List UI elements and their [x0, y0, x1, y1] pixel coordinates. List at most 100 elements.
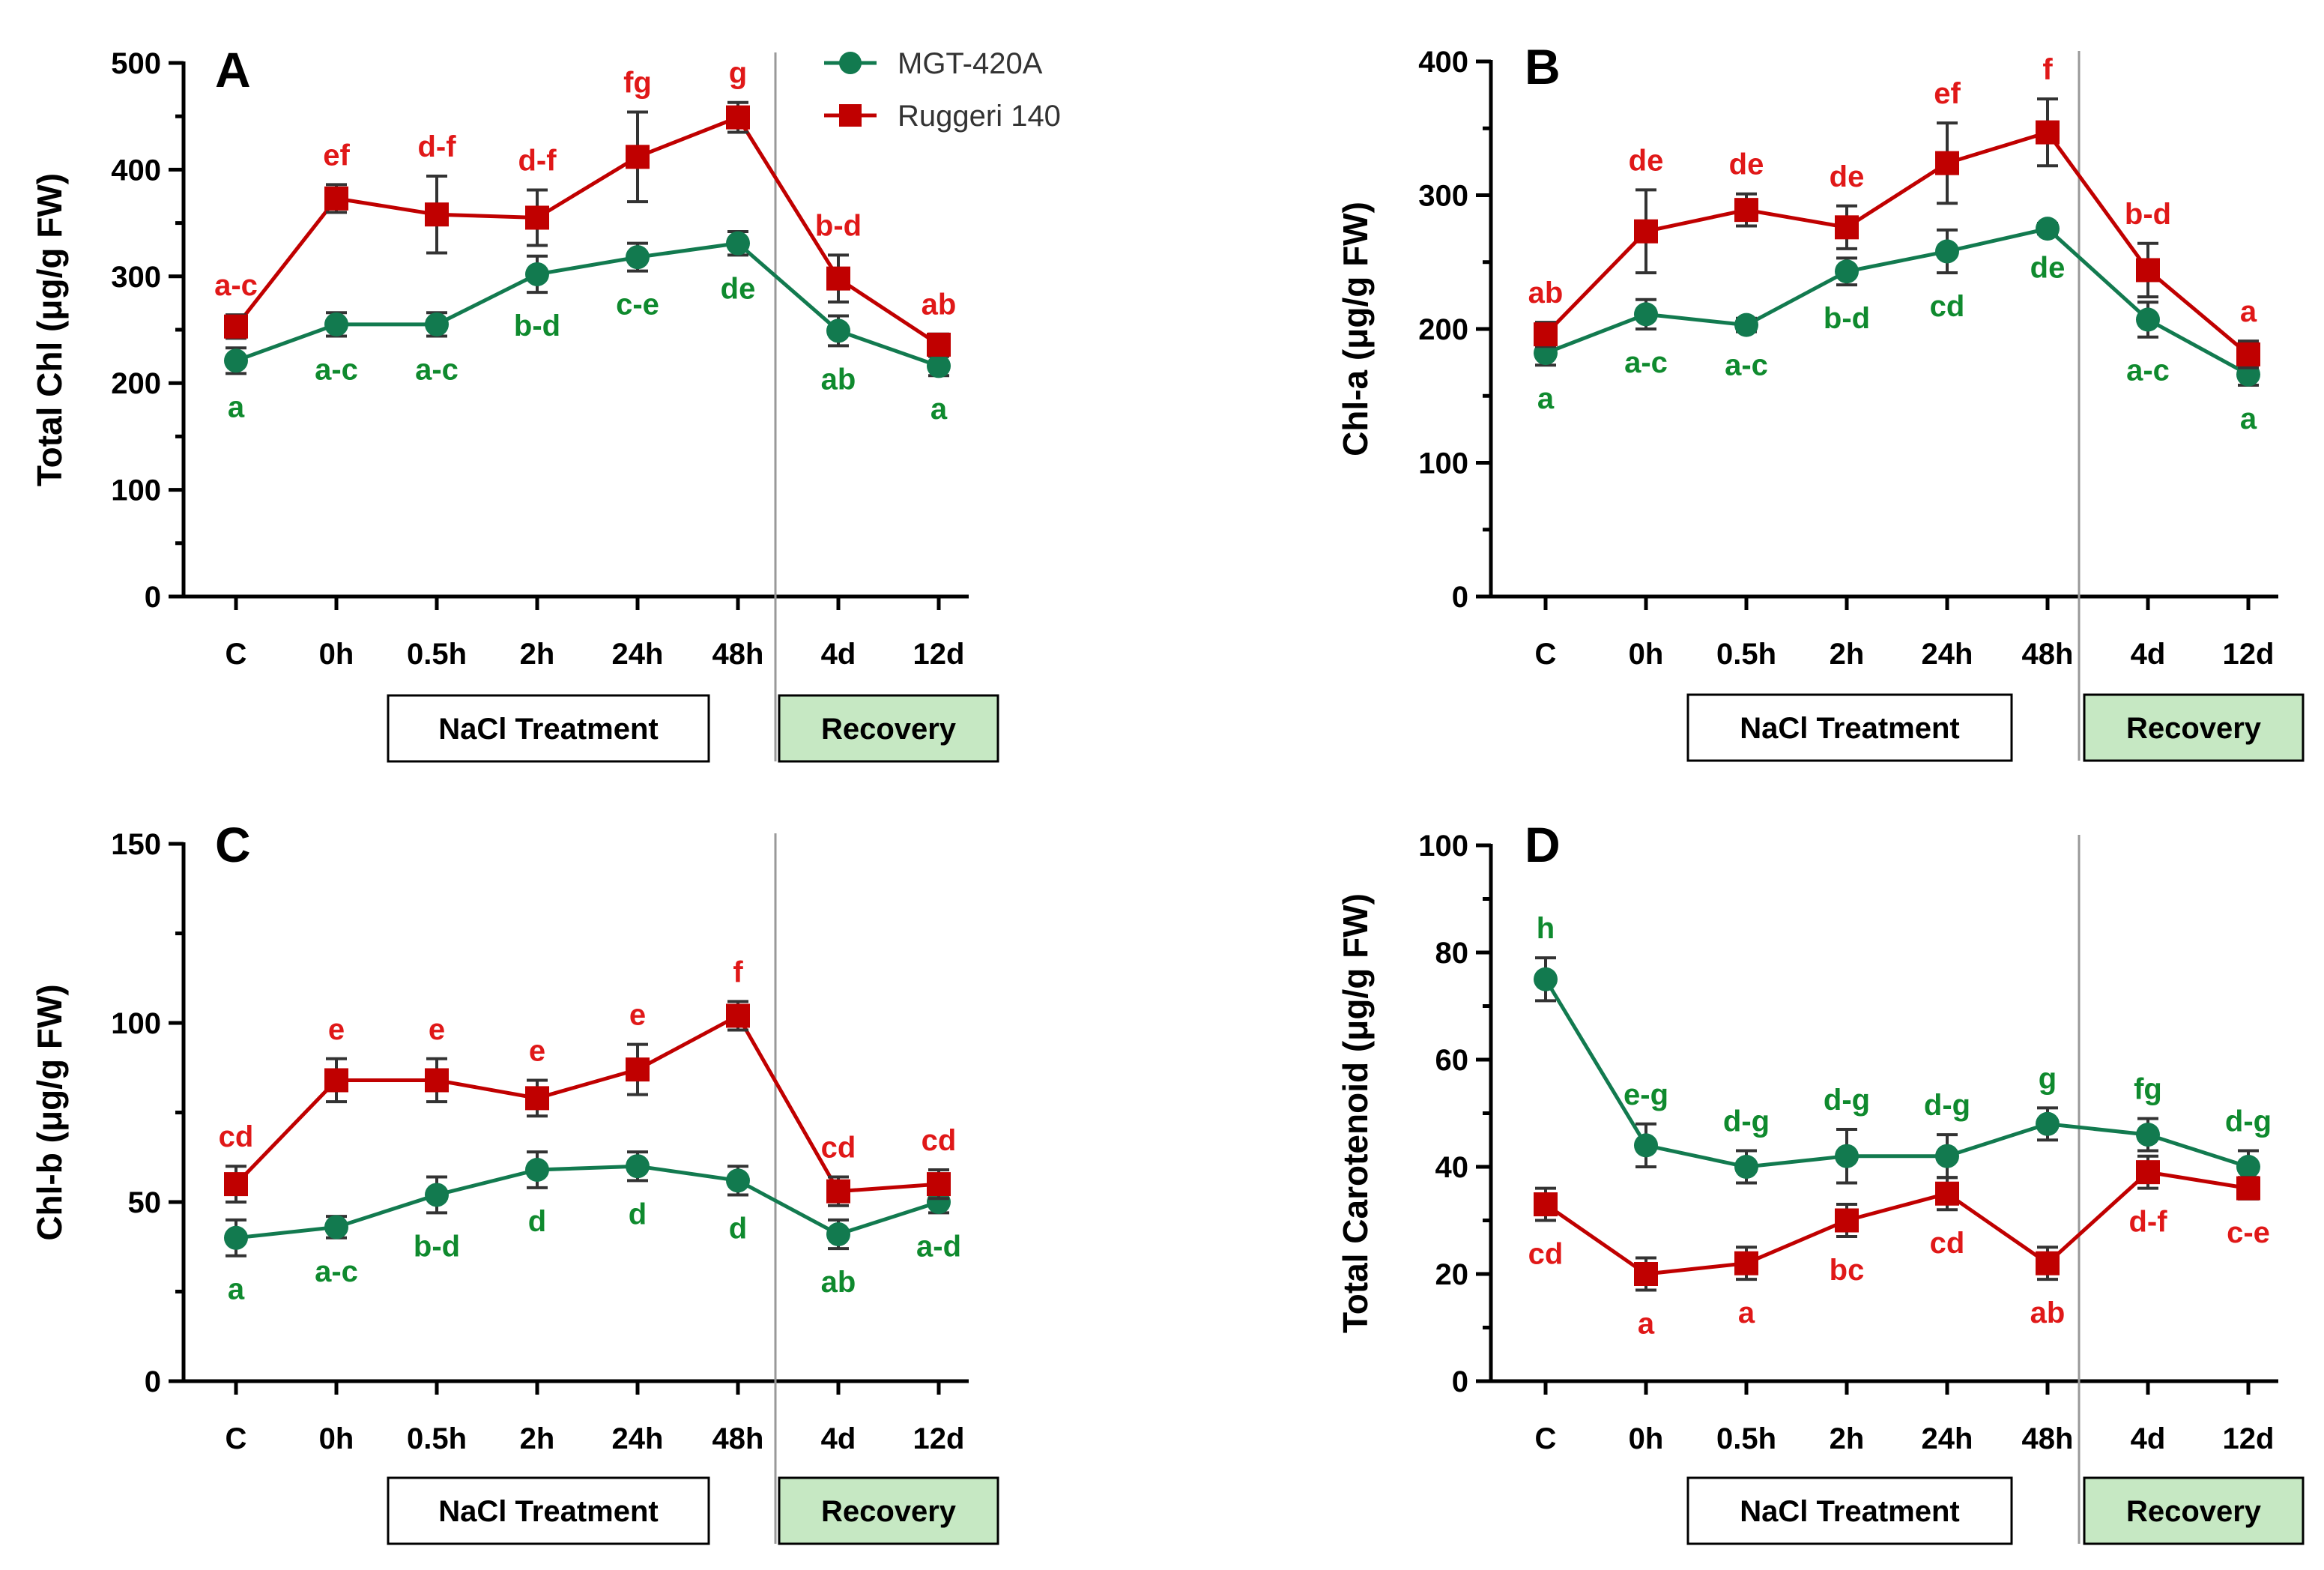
- data-point: [425, 1183, 449, 1207]
- panel-b: 0 100 200 300 400 C 0h 0.5h 2h 24h 48h 4d 12d Chl-a (…: [1336, 39, 2305, 762]
- treatment-box-label: NaCl Treatment: [438, 1495, 658, 1528]
- series-ruggeri-140: cd e e e e f cd cd: [219, 955, 957, 1207]
- recovery-box-label: Recovery: [821, 1495, 957, 1528]
- x-tick-label: 12d: [2223, 638, 2275, 671]
- data-point: [1835, 215, 1859, 240]
- data-point: [1634, 219, 1658, 244]
- significance-label: e: [529, 1034, 545, 1067]
- data-point: [1734, 198, 1758, 223]
- significance-label: ab: [821, 363, 856, 396]
- significance-label: cd: [922, 1124, 957, 1157]
- legend-label: Ruggeri 140: [898, 100, 1061, 133]
- data-point: [2236, 342, 2260, 366]
- data-point: [726, 105, 750, 130]
- x-tick-label: 4d: [821, 638, 856, 671]
- significance-label: a-d: [916, 1230, 961, 1263]
- series-line: [1544, 130, 2250, 356]
- x-tick-label: C: [1535, 1422, 1557, 1455]
- data-point: [626, 1154, 650, 1179]
- x-tick-label: 0.5h: [407, 1422, 467, 1455]
- y-tick-label: 150: [111, 828, 161, 861]
- significance-label: cd: [1930, 290, 1965, 323]
- significance-label: e: [629, 999, 646, 1032]
- significance-label: a: [228, 1273, 245, 1306]
- x-tick-label: 2h: [1830, 1422, 1865, 1455]
- x-tick-label: 0h: [319, 638, 354, 671]
- legend-marker: [839, 52, 862, 74]
- significance-label: d-g: [1824, 1084, 1870, 1117]
- significance-label: g: [2039, 1062, 2057, 1095]
- x-tick-label: 12d: [913, 1422, 965, 1455]
- significance-label: cd: [1930, 1227, 1965, 1260]
- y-axis-label: Chl-b (μg/g FW): [30, 984, 69, 1240]
- x-tick-label: 48h: [712, 1422, 764, 1455]
- x-tick-label: 48h: [712, 638, 764, 671]
- significance-label: d: [629, 1198, 647, 1231]
- recovery-box: [778, 694, 999, 763]
- significance-label: a-c: [415, 354, 459, 387]
- data-point: [1634, 302, 1658, 327]
- data-point: [826, 1179, 850, 1204]
- data-point: [927, 332, 951, 357]
- data-point: [2136, 1123, 2160, 1147]
- significance-label: a: [2240, 295, 2257, 328]
- recovery-box-label: Recovery: [2126, 1495, 2262, 1528]
- y-tick-label: 100: [1418, 830, 1468, 863]
- data-point: [1734, 1251, 1758, 1275]
- x-tick-label: 0h: [1629, 638, 1664, 671]
- series-line: [235, 241, 939, 368]
- x-tick-label: 24h: [1922, 1422, 1973, 1455]
- data-point: [1935, 239, 1959, 264]
- data-point: [2036, 217, 2060, 241]
- significance-label: d: [729, 1212, 747, 1245]
- y-tick-label: 200: [111, 367, 161, 400]
- data-point: [1534, 967, 1558, 991]
- data-point: [2136, 307, 2160, 332]
- significance-label: ab: [922, 289, 957, 321]
- recovery-box: [2083, 1476, 2305, 1545]
- treatment-box-label: NaCl Treatment: [1740, 1495, 1959, 1528]
- data-point: [525, 1157, 549, 1182]
- data-point: [626, 145, 650, 169]
- data-point: [1534, 322, 1558, 347]
- treatment-box-label: NaCl Treatment: [1740, 712, 1959, 745]
- y-tick-label: 50: [128, 1186, 162, 1219]
- series-ruggeri-140: a-c ef d-f d-f fg g b-d ab: [214, 57, 956, 357]
- significance-label: ef: [1934, 77, 1961, 110]
- x-tick-label: 4d: [821, 1422, 856, 1455]
- significance-label: g: [729, 57, 747, 90]
- panel-letter: A: [215, 42, 251, 97]
- significance-label: a-c: [214, 269, 258, 302]
- significance-label: a-c: [1624, 346, 1668, 379]
- x-tick-label: 24h: [1922, 638, 1973, 671]
- y-tick-label: 80: [1435, 937, 1469, 970]
- y-axis-label: Chl-a (μg/g FW): [1336, 202, 1375, 456]
- significance-label: a: [1537, 382, 1555, 415]
- y-tick-label: 100: [1418, 447, 1468, 480]
- series-line: [1545, 226, 2250, 376]
- x-tick-label: 0.5h: [1716, 1422, 1776, 1455]
- data-point: [1835, 259, 1859, 284]
- data-point: [1634, 1133, 1658, 1158]
- significance-label: d-f: [417, 130, 456, 163]
- significance-label: h: [1537, 912, 1555, 945]
- x-tick-label: 48h: [2022, 638, 2074, 671]
- series-line: [235, 1164, 939, 1240]
- panel-d: 0 20 40 60 80 100 C 0h 0.5h 2h 24h 48h 4d 12d Total Ca…: [1336, 817, 2305, 1545]
- significance-label: f: [2042, 53, 2053, 86]
- significance-label: de: [1729, 148, 1764, 181]
- significance-label: d-f: [2128, 1206, 2167, 1239]
- data-point: [525, 205, 549, 230]
- panel-a: 0 100 200 300 400 500 C 0h 0.5h 2h 24h 48h 4d 12d Tota…: [30, 42, 999, 763]
- data-point: [1634, 1262, 1658, 1286]
- data-point: [324, 1215, 348, 1240]
- data-point: [726, 1003, 750, 1028]
- legend-marker: [839, 104, 862, 127]
- data-point: [626, 1057, 650, 1082]
- significance-label: c-e: [2227, 1216, 2270, 1249]
- y-tick-label: 400: [1418, 46, 1468, 79]
- x-tick-label: 0.5h: [1716, 638, 1776, 671]
- series-ruggeri-140: ab de de de ef f b-d a: [1528, 53, 2260, 369]
- data-point: [826, 318, 850, 343]
